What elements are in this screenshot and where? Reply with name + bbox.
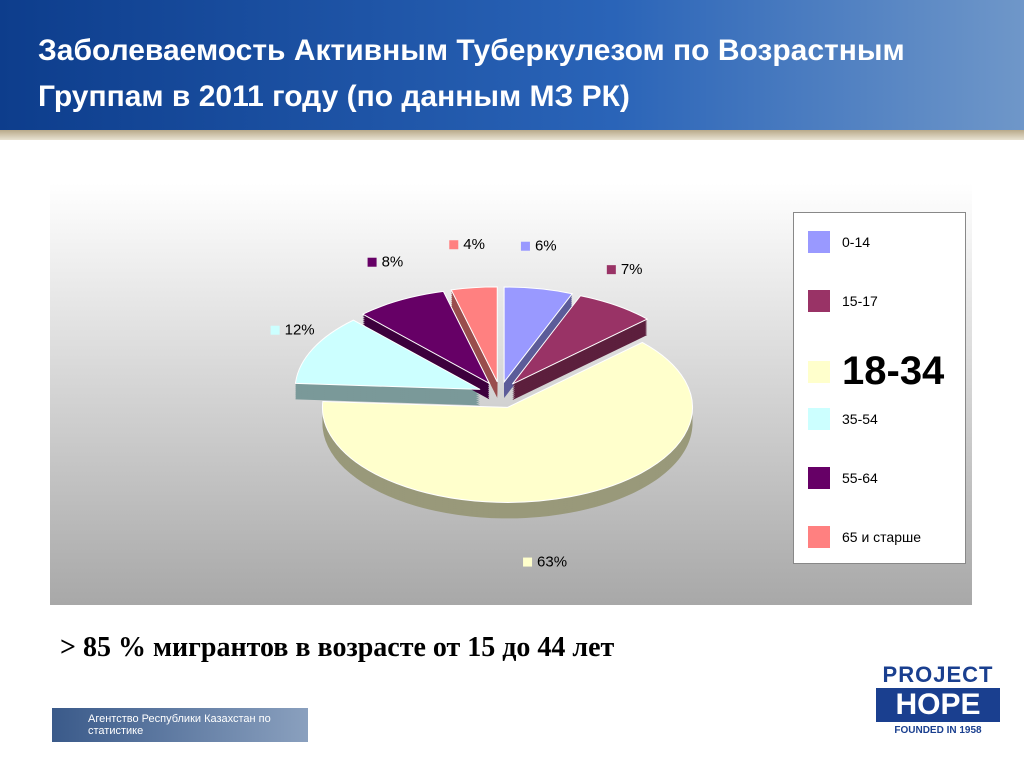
label-marker (520, 241, 530, 251)
legend: 0-14 15-17 18-34 35-54 55-64 65 и старше (793, 212, 966, 564)
header (0, 0, 1024, 130)
legend-label: 15-17 (842, 293, 878, 309)
label-marker (523, 557, 533, 567)
data-label: 7% (621, 261, 643, 278)
project-hope-logo: PROJECT HOPE FOUNDED IN 1958 (876, 662, 1000, 736)
legend-swatch (808, 290, 830, 312)
legend-label: 35-54 (842, 411, 878, 427)
legend-swatch (808, 231, 830, 253)
legend-item: 55-64 (808, 467, 878, 489)
legend-item: 15-17 (808, 290, 878, 312)
data-label: 4% (463, 236, 485, 253)
logo-text: HOPE (876, 688, 1000, 722)
legend-item: 65 и старше (808, 526, 921, 548)
legend-label: 55-64 (842, 470, 878, 486)
legend-item: 18-34 (808, 349, 944, 394)
label-marker (449, 240, 459, 250)
slice (511, 295, 649, 385)
legend-item: 0-14 (808, 231, 870, 253)
legend-label: 18-34 (842, 349, 945, 393)
header-rule (0, 130, 1024, 140)
label-marker (367, 257, 377, 267)
slice (321, 341, 693, 503)
slice (450, 286, 498, 383)
legend-item: 35-54 (808, 408, 878, 430)
logo-text: PROJECT (882, 662, 994, 687)
legend-swatch (808, 408, 830, 430)
agency-logo: Агентство Республики Казахстан по статис… (52, 708, 308, 742)
legend-swatch (808, 526, 830, 548)
note: > 85 % мигрантов в возрасте от 15 до 44 … (60, 632, 615, 663)
label-marker (270, 325, 280, 335)
legend-swatch (808, 467, 830, 489)
logo-text: FOUNDED IN 1958 (894, 725, 982, 736)
data-label: 12% (285, 322, 315, 339)
slice (361, 290, 491, 385)
legend-label: 0-14 (842, 234, 871, 250)
legend-label: 65 и старше (842, 529, 922, 545)
data-label: 8% (382, 254, 404, 271)
slice (294, 319, 481, 390)
slice (503, 286, 574, 384)
data-label: 6% (535, 238, 557, 255)
label-marker (606, 265, 616, 275)
data-label: 63% (537, 554, 567, 571)
chart-title: Заболеваемость Активным Туберкулезом по … (38, 34, 905, 113)
legend-swatch (808, 360, 830, 383)
